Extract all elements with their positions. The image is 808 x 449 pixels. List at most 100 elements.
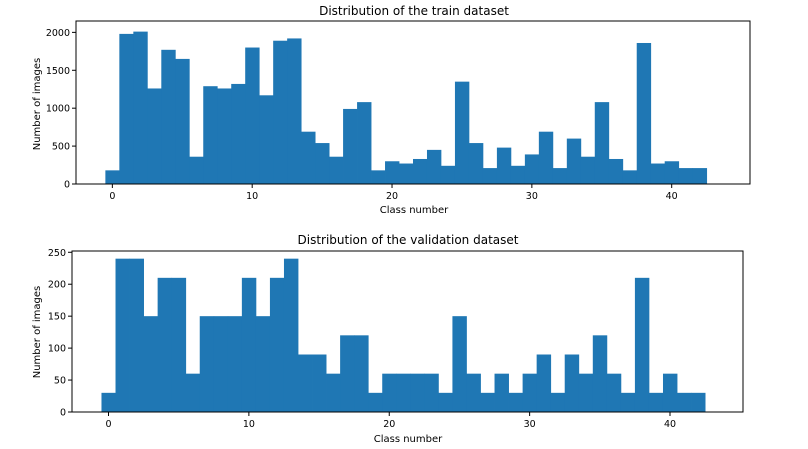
bar-class-19 [368, 392, 383, 412]
bar-class-21 [399, 163, 414, 184]
bar-class-12 [273, 40, 288, 185]
bar-class-23 [426, 149, 442, 184]
bar-class-14 [298, 354, 313, 412]
x-tick-label: 10 [246, 191, 258, 202]
y-tick-label: 0 [60, 408, 66, 419]
y-tick-label: 50 [54, 376, 66, 387]
bar-class-34 [580, 156, 596, 184]
bar-class-1 [115, 258, 130, 412]
bar-class-5 [171, 277, 187, 412]
x-tick-label: 40 [666, 191, 678, 202]
y-tick-label: 1000 [46, 104, 70, 115]
x-axis-ticks: 0 10 20 30 40 [109, 184, 678, 202]
bar-class-17 [343, 108, 358, 184]
bar-class-22 [410, 373, 425, 412]
bar-class-8 [217, 88, 232, 184]
bar-class-15 [312, 354, 327, 412]
bar-class-11 [259, 95, 274, 184]
x-axis-label: Class number [380, 205, 449, 216]
bar-class-9 [231, 83, 246, 184]
x-tick-label: 20 [383, 419, 395, 430]
bar-class-42 [692, 168, 708, 184]
x-tick-label: 10 [243, 419, 255, 430]
bar-class-37 [622, 170, 638, 184]
bar-class-41 [678, 168, 694, 184]
bar-class-39 [648, 392, 664, 412]
bar-class-2 [133, 31, 148, 184]
bar-class-31 [536, 354, 552, 412]
bar-class-40 [662, 373, 678, 412]
x-tick-label: 40 [664, 419, 676, 430]
y-axis-ticks: 0 500 1000 1500 2000 [46, 28, 76, 191]
bar-class-20 [385, 161, 400, 184]
bar-class-0 [105, 170, 120, 184]
bar-class-15 [315, 143, 330, 184]
train-distribution-chart: Distribution of the train dataset 0 10 20 3… [32, 4, 751, 216]
bar-class-41 [677, 392, 692, 412]
bar-class-0 [101, 392, 116, 412]
x-tick-label: 30 [526, 191, 538, 202]
bar-class-22 [413, 158, 428, 184]
bar-class-5 [175, 58, 190, 184]
x-tick-label: 20 [386, 191, 398, 202]
bar-class-25 [452, 316, 467, 412]
y-tick-label: 100 [48, 344, 66, 355]
bar-class-38 [634, 277, 650, 412]
bar-class-11 [255, 316, 271, 412]
bar-class-36 [608, 158, 624, 184]
x-tick-label: 0 [105, 419, 111, 430]
bar-class-24 [440, 165, 456, 184]
bar-class-30 [522, 373, 538, 412]
bar-class-29 [510, 165, 526, 184]
bar-class-37 [620, 392, 636, 412]
bar-class-32 [550, 392, 566, 412]
bar-class-3 [143, 316, 159, 412]
bar-class-24 [438, 392, 453, 412]
bar-class-35 [592, 335, 608, 412]
bar-class-19 [371, 170, 386, 184]
plot-frame [75, 20, 751, 185]
bar-class-28 [496, 147, 512, 184]
bar-class-42 [691, 392, 706, 412]
y-tick-label: 150 [48, 312, 66, 323]
bar-class-36 [606, 373, 622, 412]
chart-title: Distribution of the train dataset [319, 4, 509, 18]
bar-class-34 [578, 373, 594, 412]
bar-class-10 [245, 47, 260, 184]
bar-class-6 [189, 156, 204, 184]
bar-class-1 [119, 33, 134, 184]
plot-frame [71, 250, 744, 413]
bar-class-3 [147, 88, 162, 184]
bar-group [105, 31, 708, 185]
x-tick-label: 30 [524, 419, 536, 430]
y-axis-label: Number of images [32, 286, 43, 379]
x-axis-ticks: 0 10 20 30 40 [105, 412, 676, 430]
bar-class-14 [301, 131, 316, 184]
y-tick-label: 1500 [46, 66, 70, 77]
bar-class-4 [161, 49, 176, 185]
bar-class-40 [664, 161, 680, 184]
bar-class-27 [480, 392, 495, 412]
bar-class-18 [357, 102, 372, 184]
bar-class-4 [157, 277, 173, 412]
bar-class-6 [185, 373, 201, 412]
bar-class-13 [283, 258, 299, 412]
bar-class-27 [482, 168, 498, 184]
y-tick-label: 0 [64, 180, 70, 191]
bar-class-16 [326, 373, 341, 412]
bar-class-7 [203, 86, 218, 184]
bar-class-26 [466, 373, 481, 412]
x-tick-label: 0 [109, 191, 115, 202]
bar-class-13 [287, 38, 302, 184]
bar-class-18 [354, 335, 369, 412]
y-tick-label: 200 [48, 280, 66, 291]
bar-class-35 [594, 102, 610, 184]
bar-class-28 [494, 373, 509, 412]
bar-class-33 [566, 138, 582, 184]
bar-class-23 [424, 373, 439, 412]
y-tick-label: 250 [48, 248, 66, 259]
bar-class-7 [199, 316, 215, 412]
bar-class-29 [508, 392, 524, 412]
y-axis-ticks: 0 50 100 150 200 250 [48, 248, 72, 419]
